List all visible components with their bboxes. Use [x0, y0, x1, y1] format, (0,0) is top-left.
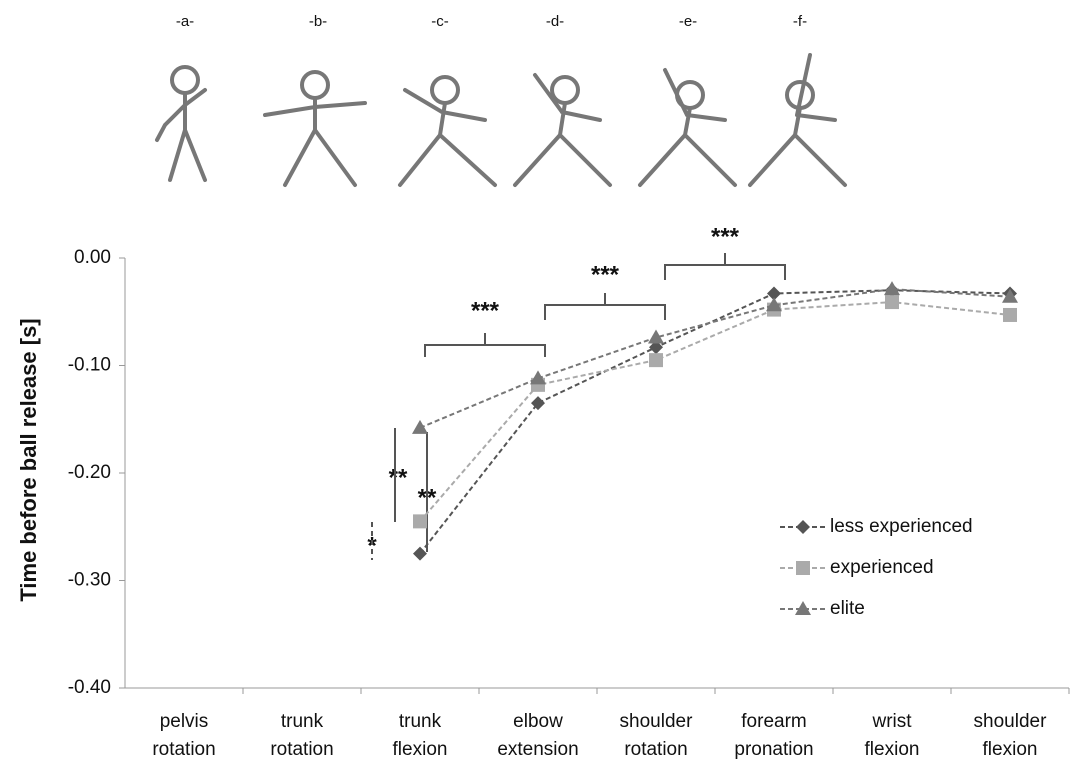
annotation: ***: [711, 223, 740, 250]
marker: [412, 420, 428, 434]
x-tick-label: wrist: [871, 711, 912, 732]
y-axis-label: Time before ball release [s]: [16, 318, 41, 601]
panel-label: -e-: [679, 13, 697, 30]
marker: [1003, 308, 1017, 322]
legend-label: experienced: [830, 557, 934, 578]
marker: [530, 370, 546, 384]
series-line: [420, 289, 1010, 428]
x-tick-label: shoulder: [974, 711, 1048, 732]
x-tick-label: shoulder: [620, 711, 694, 732]
y-tick-label: -0.30: [68, 570, 111, 591]
panel-label: -c-: [431, 13, 449, 30]
series-line: [420, 302, 1010, 521]
marker: [885, 295, 899, 309]
annotation: *: [367, 532, 377, 559]
x-tick-label: flexion: [393, 739, 448, 760]
x-tick-label: flexion: [983, 739, 1038, 760]
legend-marker: [796, 520, 810, 534]
x-tick-label: pelvis: [160, 711, 209, 732]
skeleton: [400, 77, 495, 185]
panel-label: -b-: [309, 13, 327, 30]
skeleton: [640, 70, 735, 185]
x-tick-label: trunk: [281, 711, 324, 732]
series-line: [420, 290, 1010, 553]
marker: [1002, 289, 1018, 303]
chart: *** *** *** ** ** * Time before ball rel…: [0, 0, 1075, 763]
panel-label: -a-: [176, 13, 194, 30]
x-tick-label: trunk: [399, 711, 442, 732]
skeleton: [265, 72, 365, 185]
skeleton: [515, 75, 610, 185]
x-tick-label: extension: [497, 739, 578, 760]
y-tick-label: -0.10: [68, 355, 111, 376]
x-tick-label: rotation: [152, 739, 215, 760]
legend-label: less experienced: [830, 516, 973, 537]
x-tick-label: flexion: [865, 739, 920, 760]
x-tick-label: rotation: [270, 739, 333, 760]
skeleton: [157, 67, 205, 180]
brackets: [372, 253, 785, 560]
marker: [413, 547, 427, 561]
panel-label: -d-: [546, 13, 564, 30]
figures: [157, 55, 845, 185]
x-tick-label: pronation: [734, 739, 813, 760]
y-tick-label: -0.40: [68, 677, 111, 698]
x-tick-label: elbow: [513, 711, 563, 732]
x-tick-label: forearm: [741, 711, 806, 732]
marker: [649, 353, 663, 367]
y-tick-label: -0.20: [68, 462, 111, 483]
legend-marker: [796, 561, 810, 575]
skeleton: [750, 55, 845, 185]
marker: [884, 281, 900, 295]
annotation: **: [389, 464, 408, 491]
annotation: ***: [471, 297, 500, 324]
y-tick-label: 0.00: [74, 247, 111, 268]
panel-label: -f-: [793, 13, 807, 30]
annotation: ***: [591, 261, 620, 288]
legend-label: elite: [830, 598, 865, 619]
marker: [413, 514, 427, 528]
x-tick-label: rotation: [624, 739, 687, 760]
